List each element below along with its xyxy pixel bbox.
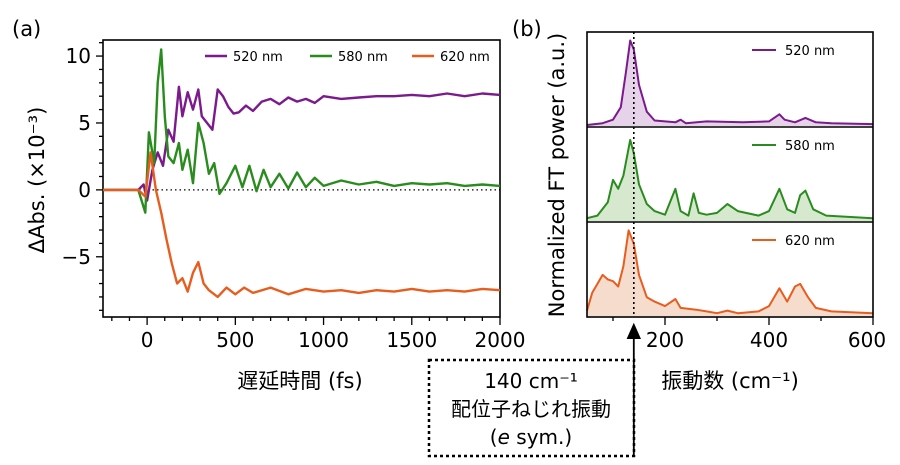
fill-580-nm bbox=[587, 139, 873, 221]
legend-entry: 580 nm bbox=[338, 50, 388, 65]
panel-a-label: (a) bbox=[12, 17, 41, 41]
panel-b-chart: 200 400 600 520 nm 580 nm 620 nm bbox=[586, 31, 886, 352]
panel-b-xtick-label: 600 bbox=[848, 328, 886, 352]
panel-a-chart: 0 500 1000 1500 2000 10 5 0 −5 520 nm 580 nm 620 n… bbox=[62, 39, 526, 352]
spectrum-line-580-nm bbox=[586, 138, 874, 220]
panel-b-legend-entry: 620 nm bbox=[785, 234, 835, 249]
spectrum-line-520-nm bbox=[586, 39, 874, 126]
annotation-frequency: 140 cm⁻¹ bbox=[484, 369, 578, 393]
series-line-620-nm bbox=[103, 151, 501, 299]
annotation-symmetry-suffix: sym.) bbox=[510, 425, 572, 449]
spectrum-line-620-nm bbox=[586, 229, 874, 315]
panel-a-ylabel: ΔAbs. (×10⁻³) bbox=[25, 107, 49, 254]
legend-entry: 620 nm bbox=[440, 50, 490, 65]
panel-b-xtick-label: 200 bbox=[646, 328, 684, 352]
panel-a-ytick-label: 10 bbox=[66, 44, 91, 68]
legend-entry: 520 nm bbox=[233, 50, 283, 65]
panel-a-ytick-label: 5 bbox=[78, 111, 91, 135]
panel-a-xtick-label: 500 bbox=[216, 328, 254, 352]
panel-b-ylabel: Normalized FT power (a.u.) bbox=[545, 33, 569, 317]
annotation-mode: 配位子ねじれ振動 bbox=[451, 397, 611, 421]
panel-a-xtick-label: 1500 bbox=[386, 328, 437, 352]
panel-a-xlabel: 遅延時間 (fs) bbox=[237, 369, 362, 393]
panel-b-legend-entry: 520 nm bbox=[785, 44, 835, 59]
annotation-symmetry-italic: e bbox=[498, 425, 510, 449]
panel-a-xtick-label: 0 bbox=[141, 328, 154, 352]
panel-b-legend-entry: 580 nm bbox=[785, 139, 835, 154]
panel-b-xlabel: 振動数 (cm⁻¹) bbox=[661, 369, 799, 393]
panel-a-ytick-label: 0 bbox=[78, 178, 91, 202]
panel-a-frame bbox=[102, 39, 501, 318]
annotation-symmetry-prefix: ( bbox=[490, 425, 498, 449]
fill-620-nm bbox=[587, 230, 873, 316]
annotation-box bbox=[427, 358, 636, 458]
series-line-580-nm bbox=[103, 48, 501, 214]
panel-b-label: (b) bbox=[512, 17, 542, 41]
annotation-symmetry: (e sym.) bbox=[490, 425, 572, 449]
panel-a-ytick-label: −5 bbox=[62, 245, 91, 269]
panel-a-xtick-label: 1000 bbox=[298, 328, 349, 352]
panel-b-frame bbox=[586, 31, 874, 318]
panel-a-xtick-label: 2000 bbox=[475, 328, 526, 352]
fill-520-nm bbox=[587, 40, 873, 126]
panel-b-xtick-label: 400 bbox=[750, 328, 788, 352]
